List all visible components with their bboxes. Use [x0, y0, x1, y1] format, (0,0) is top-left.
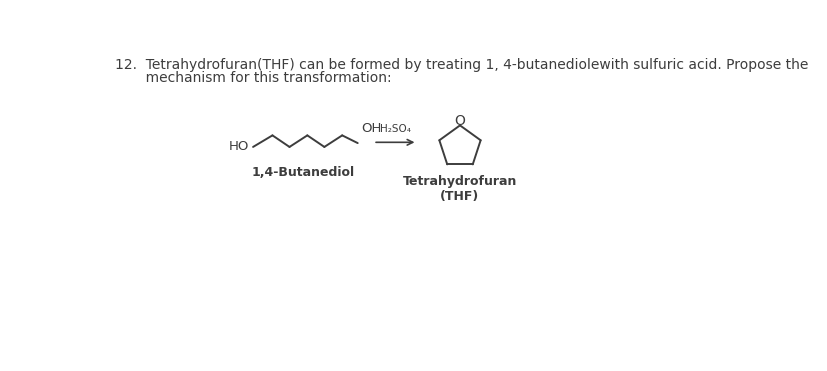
Text: OH: OH	[361, 122, 380, 135]
Text: mechanism for this transformation:: mechanism for this transformation:	[115, 72, 391, 85]
Text: 1,4-Butanediol: 1,4-Butanediol	[251, 166, 355, 179]
Text: H₂SO₄: H₂SO₄	[380, 124, 411, 134]
Text: 12.  Tetrahydrofuran(THF) can be formed by treating 1, 4-butanediolewith sulfuri: 12. Tetrahydrofuran(THF) can be formed b…	[115, 58, 807, 72]
Text: HO: HO	[228, 141, 249, 154]
Text: Tetrahydrofuran
(THF): Tetrahydrofuran (THF)	[402, 175, 517, 203]
Text: O: O	[454, 114, 465, 128]
